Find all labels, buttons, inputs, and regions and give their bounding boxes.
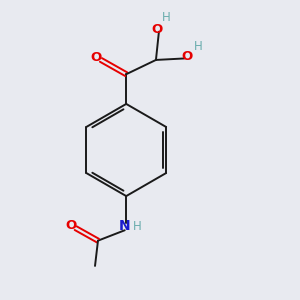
Text: O: O: [91, 51, 102, 64]
Text: H: H: [162, 11, 171, 24]
Text: O: O: [181, 50, 192, 64]
Text: H: H: [133, 220, 141, 233]
Text: N: N: [119, 219, 131, 233]
Text: O: O: [152, 23, 163, 36]
Text: O: O: [65, 219, 76, 232]
Text: H: H: [194, 40, 202, 53]
